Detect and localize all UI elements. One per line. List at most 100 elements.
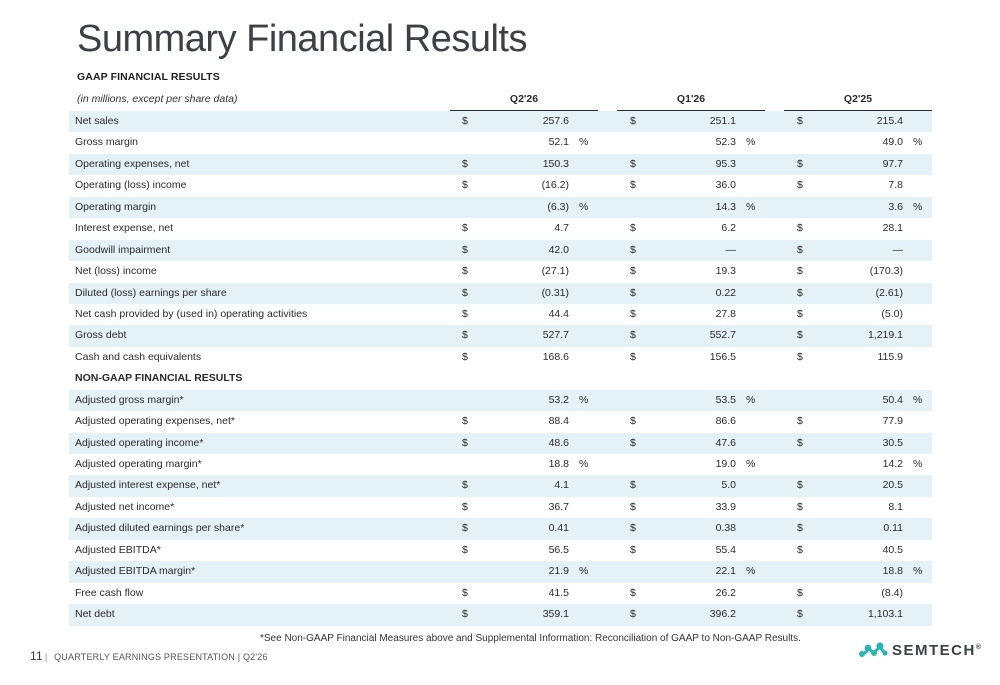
currency-symbol: $ xyxy=(797,329,803,342)
table-row: Adjusted gross margin* 53.2% 53.5% 50.4% xyxy=(69,389,932,412)
currency-symbol: $ xyxy=(797,479,803,492)
cell-value: 552.7 xyxy=(709,329,736,342)
cell-value: 19.0 xyxy=(715,458,736,470)
page-number: 11 xyxy=(30,649,43,663)
percent-sign: % xyxy=(579,136,589,149)
cell-value: 0.11 xyxy=(883,522,903,535)
cell-value: 18.8 xyxy=(882,565,903,578)
cell-value: 52.3 xyxy=(715,136,736,149)
currency-symbol: $ xyxy=(462,265,468,278)
currency-symbol: $ xyxy=(797,350,803,363)
cell-value: 97.7 xyxy=(882,157,903,170)
footer-separator: | xyxy=(44,652,48,662)
cell-value: 36.7 xyxy=(548,500,569,513)
currency-symbol: $ xyxy=(797,157,803,170)
cell-value: (0.31) xyxy=(541,286,569,299)
table-row: Adjusted diluted earnings per share* $0.4… xyxy=(69,518,932,540)
currency-symbol: $ xyxy=(630,286,636,299)
row-label: Adjusted operating expenses, net* xyxy=(75,415,235,428)
row-label: Adjusted interest expense, net* xyxy=(75,479,221,492)
row-label: Operating (loss) income xyxy=(75,179,187,192)
percent-sign: % xyxy=(746,136,756,149)
row-label: Net cash provided by (used in) operating… xyxy=(75,307,308,320)
column-header-q1-26: Q1'26 xyxy=(617,93,765,111)
cell-value: 55.4 xyxy=(715,543,736,556)
table-row: Cash and cash equivalents $168.6 $156.5 $11… xyxy=(69,347,932,368)
cell-value: 42.0 xyxy=(548,243,569,256)
currency-symbol: $ xyxy=(462,307,468,320)
cell-value: 21.9 xyxy=(548,565,569,578)
currency-symbol: $ xyxy=(462,436,468,449)
cell-value: 33.9 xyxy=(715,500,736,513)
cell-value: 251.1 xyxy=(709,115,736,127)
currency-symbol: $ xyxy=(797,436,803,449)
cell-value: 115.9 xyxy=(877,350,904,363)
currency-symbol: $ xyxy=(797,500,803,513)
percent-sign: % xyxy=(913,200,923,213)
cell-value: 47.6 xyxy=(715,436,736,449)
currency-symbol: $ xyxy=(630,436,636,449)
logo-registered-mark: ® xyxy=(975,643,983,651)
cell-value: 41.5 xyxy=(548,586,569,599)
currency-symbol: $ xyxy=(630,350,636,363)
percent-sign: % xyxy=(746,200,756,213)
table-row: Operating margin (6.3)% 14.3% 3.6% xyxy=(69,196,932,219)
cell-value: 49.0 xyxy=(882,136,903,149)
row-label: Free cash flow xyxy=(75,586,144,599)
percent-sign: % xyxy=(579,393,589,406)
currency-symbol: $ xyxy=(797,222,803,235)
row-label: Cash and cash equivalents xyxy=(75,350,202,363)
cell-value: 48.6 xyxy=(548,436,569,449)
cell-value: 5.0 xyxy=(721,479,736,492)
currency-symbol: $ xyxy=(462,350,468,363)
cell-value: 7.8 xyxy=(888,179,903,192)
table-row: Diluted (loss) earnings per share $ (0.31)… xyxy=(69,282,932,304)
currency-symbol: $ xyxy=(462,286,468,299)
cell-value: 4.1 xyxy=(554,479,569,492)
percent-sign: % xyxy=(579,565,589,578)
cell-value: 150.3 xyxy=(542,157,569,170)
row-label: Goodwill impairment xyxy=(75,243,171,256)
percent-sign: % xyxy=(579,200,589,213)
table-row: Net (loss) income $ (27.1) $19.3 $ (170.3) xyxy=(69,261,932,282)
cell-value: 359.1 xyxy=(542,608,569,621)
table-row: Adjusted operating margin* 18.8% 19.0% 14.2… xyxy=(69,454,932,475)
table-row: Free cash flow $41.5 $26.2 $ (8.4) xyxy=(69,583,932,604)
table-row: Net cash provided by (used in) operating… xyxy=(69,304,932,325)
cell-value: 53.5 xyxy=(715,393,736,406)
row-label: Adjusted EBITDA* xyxy=(75,543,161,556)
table-row: Gross margin 52.1% 52.3% 49.0% xyxy=(69,132,932,153)
cell-value: 95.3 xyxy=(715,157,736,170)
cell-value: 1,219.1 xyxy=(867,329,903,342)
cell-value: — xyxy=(892,243,904,256)
row-label: Net debt xyxy=(75,608,115,621)
currency-symbol: $ xyxy=(462,329,468,342)
currency-symbol: $ xyxy=(797,179,803,192)
table-row: Goodwill impairment $42.0 $ — $ — xyxy=(69,239,932,262)
currency-symbol: $ xyxy=(630,329,636,342)
financial-results-table: Net sales $257.6 $251.1 $215.4 Gross margin 5… xyxy=(69,111,932,626)
cell-value: 30.5 xyxy=(882,436,903,449)
cell-value: 0.22 xyxy=(715,286,736,299)
currency-symbol: $ xyxy=(630,608,636,621)
table-row: Operating (loss) income $ (16.2) $36.0 $7.8 xyxy=(69,175,932,196)
units-note: (in millions, except per share data) xyxy=(77,93,238,105)
table-row: Interest expense, net $4.7 $6.2 $28.1 xyxy=(69,218,932,239)
row-label: Operating expenses, net xyxy=(75,157,190,170)
currency-symbol: $ xyxy=(630,243,636,256)
cell-value: 36.0 xyxy=(715,179,736,192)
cell-value: 56.5 xyxy=(548,543,569,556)
currency-symbol: $ xyxy=(462,586,468,599)
currency-symbol: $ xyxy=(462,115,468,127)
cell-value: 8.1 xyxy=(888,500,903,513)
cell-value: 14.2 xyxy=(882,458,903,470)
currency-symbol: $ xyxy=(462,222,468,235)
cell-value: 3.6 xyxy=(888,200,903,213)
currency-symbol: $ xyxy=(797,586,803,599)
table-row: Net debt $359.1 $396.2 $1,103.1 xyxy=(69,604,932,626)
currency-symbol: $ xyxy=(630,265,636,278)
currency-symbol: $ xyxy=(630,543,636,556)
cell-value: (16.2) xyxy=(541,179,569,192)
semtech-logo: SEMTECH® xyxy=(858,639,983,661)
cell-value: 44.4 xyxy=(548,307,569,320)
